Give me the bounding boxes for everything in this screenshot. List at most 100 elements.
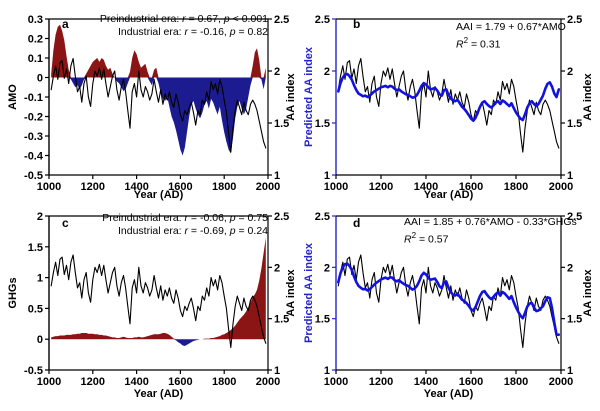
- regression-equation: AAI = 1.85 + 0.76*AMO - 0.33*GHGs: [404, 216, 577, 228]
- panel-d-letter: d: [353, 216, 361, 230]
- stat-var-r: r: [184, 212, 189, 224]
- annotation-line: R2 = 0.57: [404, 229, 577, 247]
- superscript: 2: [411, 231, 417, 240]
- panel-b-right-axis-title: AA index: [582, 73, 594, 121]
- svg-text:2000: 2000: [256, 181, 280, 193]
- stat-text: Industrial era:: [117, 225, 185, 237]
- panel-b-letter: b: [353, 17, 361, 31]
- svg-text:-0.2: -0.2: [24, 112, 43, 124]
- svg-text:1600: 1600: [168, 181, 192, 193]
- stat-text: Industrial era:: [117, 26, 185, 38]
- panel-d-right-axis-title: AA index: [582, 269, 594, 317]
- svg-text:1000: 1000: [37, 181, 61, 193]
- svg-text:2: 2: [37, 211, 43, 223]
- svg-text:1: 1: [567, 365, 573, 377]
- panel-d: 2.5 2 1.5 1 2.5 2 1.5 1 1000 1200 1400 1600 1800 2000…: [300, 205, 600, 411]
- svg-text:1.5: 1.5: [274, 314, 289, 326]
- svg-text:-0.5: -0.5: [24, 365, 43, 377]
- svg-text:1: 1: [274, 365, 280, 377]
- stat-var-R: R: [456, 38, 464, 51]
- stat-var-p: p: [223, 13, 230, 25]
- svg-text:1600: 1600: [168, 376, 192, 388]
- svg-text:1: 1: [324, 170, 330, 182]
- svg-text:1800: 1800: [504, 181, 528, 193]
- svg-text:1400: 1400: [414, 376, 438, 388]
- annotation-line: Preindustrial era: r = 0.67, p < 0.001: [100, 13, 268, 26]
- stat-text: = -0.16,: [188, 26, 230, 38]
- panel-d-annotation: AAI = 1.85 + 0.76*AMO - 0.33*GHGs R2 = 0…: [404, 216, 577, 247]
- svg-text:1: 1: [274, 170, 280, 182]
- svg-text:1800: 1800: [504, 376, 528, 388]
- svg-text:1400: 1400: [414, 181, 438, 193]
- svg-text:1800: 1800: [212, 181, 236, 193]
- panel-d-left-axis-title: Predicted AA index: [303, 242, 315, 344]
- panel-a: 0.3 0.2 0.1 0 -0.1 -0.2 -0.3 -0.4 -0.5 2.5 2 1.5 1 10…: [0, 0, 300, 205]
- svg-text:1: 1: [324, 365, 330, 377]
- svg-text:1: 1: [567, 170, 573, 182]
- panel-d-x-axis-title: Year (AD): [423, 388, 474, 400]
- svg-text:1000: 1000: [324, 181, 348, 193]
- panel-c-left-axis-title: GHGs: [7, 277, 19, 309]
- svg-text:2: 2: [567, 262, 573, 274]
- svg-text:2.5: 2.5: [315, 14, 330, 26]
- panel-b-annotation: AAI = 1.79 + 0.67*AMO R2 = 0.31: [456, 21, 566, 52]
- svg-text:1600: 1600: [459, 376, 483, 388]
- svg-text:2000: 2000: [549, 376, 573, 388]
- stat-text: = -0.06,: [188, 212, 230, 224]
- svg-text:-0.3: -0.3: [24, 131, 43, 143]
- svg-text:1200: 1200: [81, 181, 105, 193]
- panel-c-plot: 2 1.5 1 0.5 0 -0.5 2.5 2 1.5 1 1000 1200 1400 1600 180…: [24, 211, 289, 388]
- stat-text: = 0.82: [235, 26, 269, 38]
- svg-text:1.5: 1.5: [315, 314, 330, 326]
- svg-text:0: 0: [37, 334, 43, 346]
- stat-text: Preindustrial era:: [99, 13, 183, 25]
- stat-var-r: r: [184, 26, 189, 38]
- regression-equation: AAI = 1.79 + 0.67*AMO: [456, 21, 566, 33]
- stat-var-p: p: [229, 225, 236, 237]
- panel-a-annotation: Preindustrial era: r = 0.67, p < 0.001 I…: [100, 13, 268, 39]
- svg-text:1000: 1000: [37, 376, 61, 388]
- stat-text: = -0.69,: [188, 225, 230, 237]
- svg-text:2.5: 2.5: [567, 14, 582, 26]
- stat-var-r: r: [184, 225, 189, 237]
- svg-text:1: 1: [37, 273, 43, 285]
- panel-a-plot: 0.3 0.2 0.1 0 -0.1 -0.2 -0.3 -0.4 -0.5 2.5 2 1.5 1 10…: [24, 14, 289, 193]
- stat-text: < 0.001: [229, 13, 268, 25]
- svg-text:1800: 1800: [212, 376, 236, 388]
- annotation-line: Industrial era: r = -0.69, p = 0.24: [102, 225, 268, 238]
- panel-c: 2 1.5 1 0.5 0 -0.5 2.5 2 1.5 1 1000 1200 1400 1600 180…: [0, 205, 300, 411]
- svg-text:2000: 2000: [549, 181, 573, 193]
- stat-text: = 0.67,: [185, 13, 224, 25]
- svg-text:2: 2: [274, 66, 280, 78]
- stat-var-R: R: [404, 233, 412, 246]
- svg-text:1200: 1200: [369, 376, 393, 388]
- panel-a-right-axis-title: AA index: [285, 73, 297, 121]
- svg-text:1600: 1600: [459, 181, 483, 193]
- svg-text:2: 2: [324, 262, 330, 274]
- svg-text:1400: 1400: [124, 376, 148, 388]
- svg-text:2.5: 2.5: [567, 211, 582, 223]
- svg-text:1.5: 1.5: [567, 314, 582, 326]
- panel-c-annotation: Preindustrial era: r = -0.06, p = 0.75 I…: [102, 212, 268, 238]
- stat-var-p: p: [229, 26, 236, 38]
- svg-text:2000: 2000: [256, 376, 280, 388]
- svg-text:0.5: 0.5: [28, 303, 43, 315]
- svg-text:2: 2: [324, 66, 330, 78]
- svg-text:2: 2: [567, 66, 573, 78]
- panel-c-x-axis-title: Year (AD): [133, 388, 184, 400]
- panel-c-right-axis-title: AA index: [285, 269, 297, 317]
- svg-text:0: 0: [37, 73, 43, 85]
- stat-text: = 0.57: [416, 233, 449, 246]
- panel-b: 2.5 2 1.5 1 2.5 2 1.5 1 1000 1200 1400 1600 1800 2000…: [300, 0, 600, 205]
- panel-b-left-axis-title: Predicted AA index: [303, 46, 315, 148]
- svg-text:1.5: 1.5: [274, 118, 289, 130]
- svg-text:2.5: 2.5: [274, 211, 289, 223]
- annotation-line: Preindustrial era: r = -0.06, p = 0.75: [102, 212, 268, 225]
- stat-text: = 0.24: [235, 225, 269, 237]
- stat-var-r: r: [182, 13, 186, 25]
- svg-text:2.5: 2.5: [274, 14, 289, 26]
- annotation-line: AAI = 1.85 + 0.76*AMO - 0.33*GHGs: [404, 216, 577, 229]
- annotation-line: AAI = 1.79 + 0.67*AMO: [456, 21, 566, 34]
- stat-var-p: p: [229, 212, 236, 224]
